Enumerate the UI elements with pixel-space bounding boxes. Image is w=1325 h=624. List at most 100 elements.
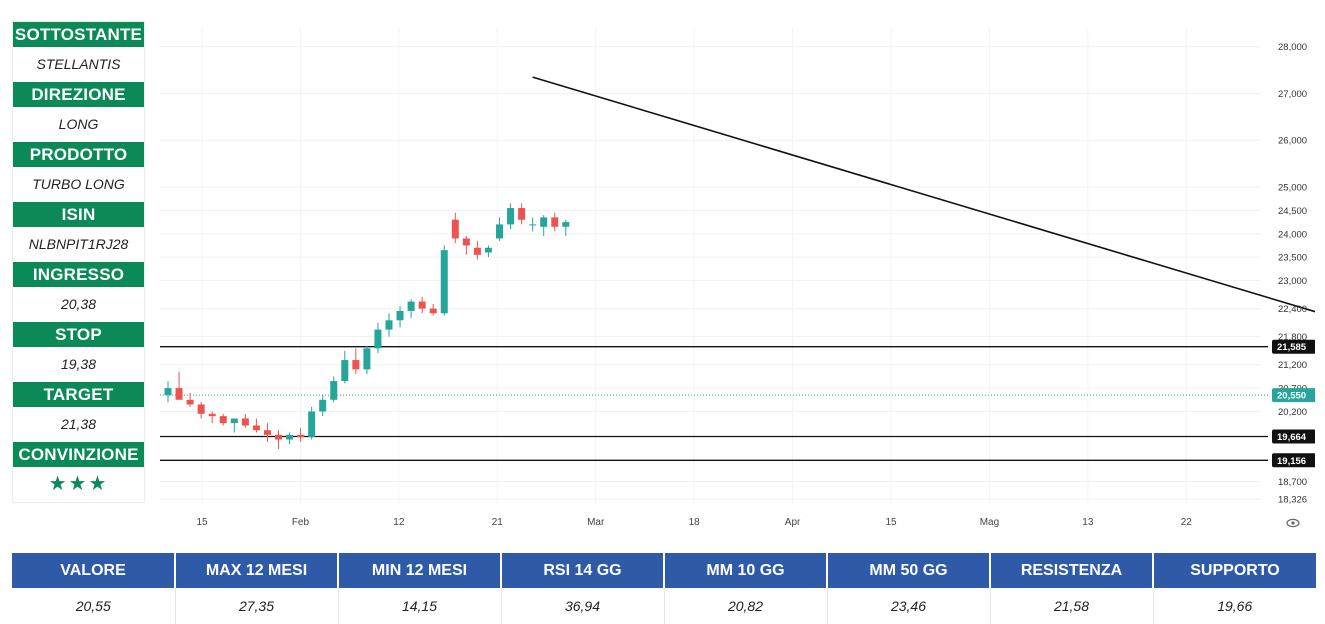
candle-body <box>286 434 294 440</box>
candle-body <box>396 310 404 321</box>
x-tick-label: Feb <box>292 517 310 528</box>
prodotto-label: PRODOTTO <box>13 142 144 167</box>
y-tick-label: 20,200 <box>1278 407 1307 418</box>
max-12-mesi-header: MAX 12 MESI <box>175 553 339 588</box>
candle-body <box>352 360 360 370</box>
stop-label: STOP <box>13 322 144 347</box>
candle-body <box>462 238 470 246</box>
conviction-stars: ★★★ <box>13 467 144 502</box>
candle-body <box>484 247 492 253</box>
candle <box>197 402 205 419</box>
candle <box>451 212 459 244</box>
candle <box>484 245 492 258</box>
valore-header: VALORE <box>12 553 176 588</box>
eye-icon[interactable] <box>1286 518 1300 528</box>
candle <box>330 376 338 403</box>
candle <box>385 313 393 337</box>
candle <box>473 240 481 260</box>
candle <box>286 432 294 445</box>
candle <box>186 392 194 407</box>
level-price-tag: 21,585 <box>1272 339 1315 354</box>
mm-10-gg-header: MM 10 GG <box>664 553 828 588</box>
candle <box>462 236 470 255</box>
y-tick-label: 25,000 <box>1278 183 1307 194</box>
rsi-14-gg-value: 36,94 <box>501 588 665 624</box>
candle-body <box>451 219 459 239</box>
signal-sidebar: SOTTOSTANTE STELLANTIS DIREZIONE LONG PR… <box>12 21 145 503</box>
candle <box>540 215 548 237</box>
y-tick-label: 21,800 <box>1278 332 1307 343</box>
isin-label: ISIN <box>13 202 144 227</box>
resistenza-header: RESISTENZA <box>990 553 1154 588</box>
candle-body <box>330 381 338 400</box>
candle <box>308 406 316 440</box>
candle-body <box>341 360 349 382</box>
x-tick-label: 15 <box>885 517 897 528</box>
y-tick-label: 26,000 <box>1278 136 1307 147</box>
candle <box>507 203 515 230</box>
candle <box>396 306 404 328</box>
candle <box>496 217 503 241</box>
y-tick-label: 28,000 <box>1278 42 1307 53</box>
candle <box>164 381 172 403</box>
stats-header-row: VALORE MAX 12 MESI MIN 12 MESI RSI 14 GG… <box>12 553 1316 588</box>
stats-table: VALORE MAX 12 MESI MIN 12 MESI RSI 14 GG… <box>12 553 1316 624</box>
x-tick-label: 18 <box>689 517 701 528</box>
y-tick-label: 24,500 <box>1278 206 1307 217</box>
price-tag-label: 20,550 <box>1277 391 1306 402</box>
sottostante-value: STELLANTIS <box>13 47 144 82</box>
candlestick-series <box>164 203 570 449</box>
candle <box>219 413 227 426</box>
candle-body <box>440 250 448 314</box>
candle <box>241 413 249 428</box>
valore-value: 20,55 <box>12 588 176 624</box>
candle <box>529 217 537 232</box>
candle-body <box>308 411 316 438</box>
candle <box>208 411 216 424</box>
candle <box>297 427 305 442</box>
min-12-mesi-value: 14,15 <box>338 588 502 624</box>
stats-value-row: 20,55 27,35 14,15 36,94 20,82 23,46 21,5… <box>12 588 1316 624</box>
x-tick-label: 21 <box>492 517 504 528</box>
candle <box>363 346 371 375</box>
price-tag-label: 21,585 <box>1277 342 1307 353</box>
y-tick-label: 27,000 <box>1278 89 1307 100</box>
convinzione-label: CONVINZIONE <box>13 442 144 467</box>
x-tick-label: 15 <box>196 517 208 528</box>
price-tag-box <box>1272 429 1315 444</box>
chart-grid <box>160 28 1260 505</box>
supporto-header: SUPPORTO <box>1153 553 1316 588</box>
candle-body <box>219 416 227 424</box>
candle-body <box>275 434 282 440</box>
candle <box>263 423 271 442</box>
price-tag-box <box>1272 453 1315 468</box>
level-price-tag: 19,664 <box>1272 429 1315 444</box>
supporto-value: 19,66 <box>1217 598 1253 614</box>
candle-body <box>319 399 327 412</box>
candle <box>429 303 437 316</box>
ingresso-value: 20,38 <box>13 287 144 322</box>
y-tick-label: 23,500 <box>1278 253 1307 264</box>
candle-body <box>263 430 271 435</box>
trendline-segment <box>532 76 1315 313</box>
candle-body <box>540 217 548 227</box>
x-tick-label: 22 <box>1181 517 1193 528</box>
signal-card: SOTTOSTANTE STELLANTIS DIREZIONE LONG PR… <box>12 21 145 503</box>
isin-value: NLBNPIT1RJ28 <box>13 227 144 262</box>
candle <box>252 418 260 433</box>
price-tag-box <box>1272 339 1315 354</box>
resistenza-value: 21,58 <box>990 588 1154 624</box>
mm-50-gg-value: 23,46 <box>827 588 991 624</box>
candle-body <box>297 434 305 438</box>
x-tick-label: Mag <box>980 517 999 528</box>
candle-body <box>186 399 194 405</box>
prodotto-value: TURBO LONG <box>13 167 144 202</box>
candle-body <box>496 224 503 239</box>
candle <box>551 212 559 232</box>
direzione-value: LONG <box>13 107 144 142</box>
price-tag-label: 19,664 <box>1277 432 1307 443</box>
candle <box>275 430 282 449</box>
candle <box>562 219 570 237</box>
level-price-tag: 19,156 <box>1272 453 1315 468</box>
candle-body <box>374 329 382 349</box>
